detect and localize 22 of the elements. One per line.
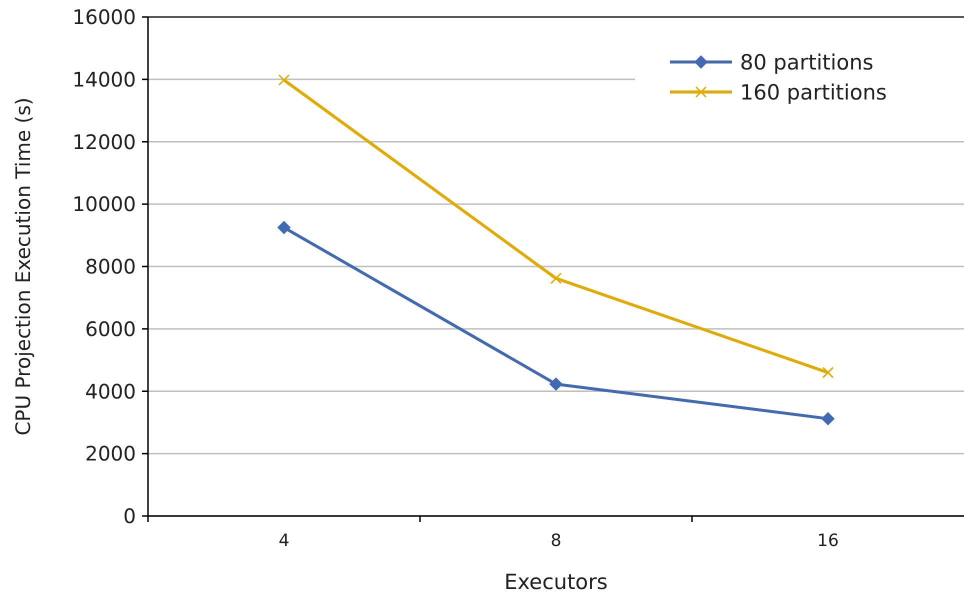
y-tick-label: 4000 <box>85 379 136 404</box>
legend-label: 160 partitions <box>740 80 887 104</box>
point <box>278 74 290 86</box>
point <box>822 412 834 426</box>
y-tick-label: 16000 <box>72 5 136 29</box>
point <box>550 378 562 391</box>
y-tick-label: 10000 <box>72 192 136 216</box>
x-axis-title: Executors <box>504 570 608 594</box>
x-tick-label: 8 <box>550 531 562 551</box>
x-tick-label: 4 <box>278 531 290 551</box>
y-tick-label: 0 <box>123 504 136 528</box>
legend-label: 80 partitions <box>740 50 874 74</box>
y-tick-label: 14000 <box>72 67 136 92</box>
x-tick-label: 16 <box>817 531 839 551</box>
y-tick-label: 6000 <box>85 316 136 341</box>
point <box>822 366 834 378</box>
point <box>550 272 562 284</box>
point <box>278 221 290 234</box>
y-tick-label: 12000 <box>72 130 136 154</box>
y-axis-title: CPU Projection Execution Time (s) <box>11 97 35 436</box>
y-tick-label: 2000 <box>85 442 136 466</box>
y-tick-label: 8000 <box>85 254 136 278</box>
